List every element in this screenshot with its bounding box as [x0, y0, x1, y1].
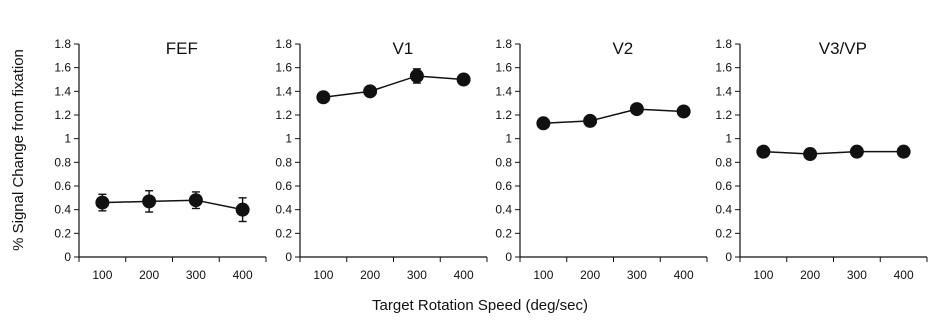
- y-tick-label: 1.6: [495, 61, 512, 75]
- y-tick-label: 0.8: [495, 155, 512, 169]
- x-tick-label: 300: [847, 268, 867, 282]
- y-axis-title: % Signal Change from fixation: [10, 49, 27, 251]
- data-point: [456, 72, 471, 87]
- panel-title: FEF: [166, 39, 198, 58]
- y-tick-label: 0.2: [54, 226, 71, 240]
- data-point: [629, 102, 644, 117]
- y-tick-label: 0.4: [54, 203, 71, 217]
- data-point: [142, 194, 157, 209]
- series-line: [323, 75, 464, 98]
- series-line: [102, 199, 243, 211]
- y-tick-label: 1.4: [275, 84, 292, 98]
- y-tick-label: 1: [505, 132, 512, 146]
- panel-3: 0 0.2 0.4 0.6 0.8 1 1.2 1.4 1.6 1.8 100 200 300 400 V2: [495, 37, 708, 282]
- y-tick-label: 1.2: [715, 108, 732, 122]
- y-tick-label: 1.8: [275, 37, 292, 51]
- x-tick-label: 200: [139, 268, 159, 282]
- y-tick-label: 0.4: [495, 203, 512, 217]
- data-point: [409, 68, 424, 83]
- series-line: [543, 108, 684, 125]
- y-tick-label: 1.4: [54, 84, 71, 98]
- y-tick-label: 1.6: [275, 61, 292, 75]
- y-tick-label: 0.6: [715, 179, 732, 193]
- x-tick-label: 400: [454, 268, 474, 282]
- x-tick-label: 200: [360, 268, 380, 282]
- data-point: [536, 116, 551, 131]
- panel-title: V1: [392, 39, 413, 58]
- x-tick-label: 400: [233, 268, 253, 282]
- x-tick-label: 100: [533, 268, 553, 282]
- panel-title: V3/VP: [819, 39, 867, 58]
- data-point: [316, 90, 331, 105]
- y-tick-label: 1.4: [495, 84, 512, 98]
- y-tick-label: 0.2: [495, 226, 512, 240]
- x-tick-label: 200: [580, 268, 600, 282]
- x-tick-label: 200: [800, 268, 820, 282]
- x-tick-label: 400: [894, 268, 914, 282]
- x-tick-label: 400: [674, 268, 694, 282]
- data-point: [235, 202, 250, 217]
- y-tick-label: 0.2: [715, 226, 732, 240]
- y-tick-label: 0.6: [495, 179, 512, 193]
- data-point: [849, 144, 864, 159]
- y-tick-label: 1: [725, 132, 732, 146]
- y-tick-label: 1: [64, 132, 71, 146]
- y-tick-label: 1.2: [54, 108, 71, 122]
- y-tick-label: 0.4: [275, 203, 292, 217]
- y-tick-label: 0.4: [715, 203, 732, 217]
- data-point: [756, 144, 771, 159]
- data-point: [896, 144, 911, 159]
- panel-title: V2: [612, 39, 633, 58]
- panel-4: 0 0.2 0.4 0.6 0.8 1 1.2 1.4 1.6 1.8 100 200 300 400 V3…: [715, 37, 928, 282]
- y-tick-label: 1.8: [715, 37, 732, 51]
- data-point: [803, 147, 818, 162]
- y-tick-label: 0.6: [275, 179, 292, 193]
- y-tick-label: 0.2: [275, 226, 292, 240]
- data-point: [676, 104, 691, 119]
- x-tick-label: 300: [627, 268, 647, 282]
- data-point: [188, 193, 203, 208]
- y-tick-label: 1.6: [54, 61, 71, 75]
- y-tick-label: 0.8: [275, 155, 292, 169]
- y-tick-label: 0.8: [54, 155, 71, 169]
- panel-2: 0 0.2 0.4 0.6 0.8 1 1.2 1.4 1.6 1.8 100 200 300 400 V1: [275, 37, 488, 282]
- y-tick-label: 1: [285, 132, 292, 146]
- data-point: [583, 113, 598, 128]
- y-tick-label: 1.8: [495, 37, 512, 51]
- y-tick-label: 0.6: [54, 179, 71, 193]
- x-tick-label: 300: [407, 268, 427, 282]
- y-tick-label: 1.4: [715, 84, 732, 98]
- series-line: [763, 150, 904, 155]
- y-tick-label: 0: [505, 250, 512, 264]
- y-tick-label: 1.6: [715, 61, 732, 75]
- y-tick-label: 1.2: [275, 108, 292, 122]
- y-tick-label: 0: [285, 250, 292, 264]
- y-tick-label: 0: [725, 250, 732, 264]
- y-tick-label: 0.8: [715, 155, 732, 169]
- x-tick-label: 300: [186, 268, 206, 282]
- x-tick-label: 100: [753, 268, 773, 282]
- y-tick-label: 0: [64, 250, 71, 264]
- data-point: [363, 84, 378, 99]
- x-axis-title: Target Rotation Speed (deg/sec): [372, 297, 588, 314]
- x-tick-label: 100: [313, 268, 333, 282]
- y-tick-label: 1.8: [54, 37, 71, 51]
- data-point: [95, 195, 110, 210]
- panel-1: 0 0.2 0.4 0.6 0.8 1 1.2 1.4 1.6 1.8 100 200 300 400 FE…: [54, 37, 267, 282]
- y-tick-label: 1.2: [495, 108, 512, 122]
- x-tick-label: 100: [92, 268, 112, 282]
